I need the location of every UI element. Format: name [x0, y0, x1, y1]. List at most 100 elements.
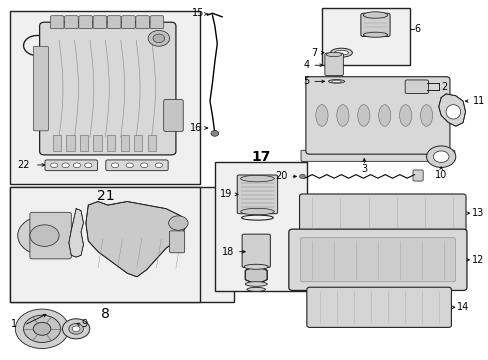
Ellipse shape: [357, 105, 369, 126]
Ellipse shape: [378, 105, 390, 126]
Text: 1: 1: [11, 319, 17, 329]
Bar: [107, 135, 115, 151]
Circle shape: [72, 326, 80, 332]
Circle shape: [62, 319, 90, 339]
Text: 10: 10: [434, 170, 447, 180]
Text: 21: 21: [96, 189, 114, 203]
Ellipse shape: [141, 163, 148, 168]
FancyBboxPatch shape: [50, 16, 64, 29]
Ellipse shape: [245, 282, 266, 286]
Text: 11: 11: [472, 96, 484, 106]
Text: 5: 5: [303, 76, 309, 86]
Circle shape: [426, 146, 455, 167]
Ellipse shape: [334, 50, 348, 55]
FancyBboxPatch shape: [150, 16, 163, 29]
FancyBboxPatch shape: [107, 16, 121, 29]
Circle shape: [69, 323, 83, 334]
Ellipse shape: [240, 175, 274, 182]
Text: 3: 3: [361, 164, 366, 174]
Bar: [93, 135, 102, 151]
Bar: [147, 135, 156, 151]
Circle shape: [23, 315, 61, 342]
FancyBboxPatch shape: [405, 80, 427, 94]
FancyBboxPatch shape: [305, 77, 449, 154]
FancyBboxPatch shape: [79, 16, 92, 29]
FancyBboxPatch shape: [306, 287, 450, 327]
Polygon shape: [438, 94, 465, 126]
Ellipse shape: [363, 32, 387, 37]
FancyBboxPatch shape: [30, 212, 71, 259]
Ellipse shape: [62, 163, 69, 168]
Ellipse shape: [363, 12, 387, 18]
FancyBboxPatch shape: [64, 16, 78, 29]
Circle shape: [33, 322, 51, 335]
Ellipse shape: [50, 163, 58, 168]
Bar: [80, 135, 88, 151]
FancyBboxPatch shape: [412, 170, 422, 181]
Text: 8: 8: [101, 307, 109, 321]
Text: 2: 2: [440, 82, 447, 92]
Bar: [53, 135, 61, 151]
FancyBboxPatch shape: [40, 22, 176, 155]
FancyBboxPatch shape: [45, 160, 97, 171]
Circle shape: [432, 151, 448, 162]
FancyBboxPatch shape: [288, 229, 466, 291]
Text: 14: 14: [456, 302, 468, 312]
FancyBboxPatch shape: [299, 194, 465, 232]
Text: 7: 7: [310, 48, 316, 58]
Ellipse shape: [325, 52, 341, 57]
Text: 18: 18: [222, 247, 234, 257]
Text: 4: 4: [303, 60, 309, 70]
Circle shape: [168, 216, 188, 230]
Bar: [321, 8, 409, 65]
FancyBboxPatch shape: [324, 53, 343, 76]
Ellipse shape: [126, 163, 133, 168]
Bar: [214, 162, 306, 291]
Bar: [10, 187, 200, 302]
Polygon shape: [245, 266, 266, 284]
Ellipse shape: [155, 163, 162, 168]
Ellipse shape: [328, 80, 344, 83]
Bar: [10, 187, 234, 302]
Ellipse shape: [315, 105, 327, 126]
FancyBboxPatch shape: [242, 234, 270, 267]
FancyBboxPatch shape: [122, 16, 135, 29]
Text: 19: 19: [219, 189, 231, 199]
Ellipse shape: [399, 105, 411, 126]
Circle shape: [15, 309, 69, 348]
Text: 12: 12: [471, 255, 483, 265]
Circle shape: [30, 225, 59, 246]
Ellipse shape: [246, 287, 265, 291]
Polygon shape: [86, 202, 185, 277]
Circle shape: [299, 174, 305, 179]
Ellipse shape: [244, 264, 268, 269]
Circle shape: [148, 31, 169, 46]
Ellipse shape: [73, 163, 81, 168]
Bar: [66, 135, 75, 151]
FancyBboxPatch shape: [360, 13, 389, 37]
Text: 9: 9: [81, 319, 87, 329]
FancyBboxPatch shape: [33, 46, 48, 131]
Ellipse shape: [84, 163, 92, 168]
Ellipse shape: [240, 208, 274, 215]
FancyBboxPatch shape: [237, 175, 277, 214]
Ellipse shape: [420, 105, 432, 126]
Circle shape: [18, 216, 71, 255]
FancyBboxPatch shape: [169, 231, 184, 253]
Polygon shape: [69, 209, 83, 257]
Text: 13: 13: [471, 208, 483, 218]
Bar: [121, 135, 128, 151]
Bar: [10, 12, 200, 184]
Ellipse shape: [331, 80, 341, 82]
Ellipse shape: [445, 105, 460, 119]
Text: 22: 22: [18, 160, 30, 170]
FancyBboxPatch shape: [105, 160, 168, 171]
Text: 15: 15: [191, 8, 203, 18]
FancyBboxPatch shape: [136, 16, 149, 29]
Ellipse shape: [111, 163, 119, 168]
Text: 16: 16: [190, 123, 202, 133]
Text: 17: 17: [251, 150, 270, 164]
Circle shape: [153, 34, 164, 42]
Bar: [134, 135, 142, 151]
FancyBboxPatch shape: [163, 99, 183, 132]
